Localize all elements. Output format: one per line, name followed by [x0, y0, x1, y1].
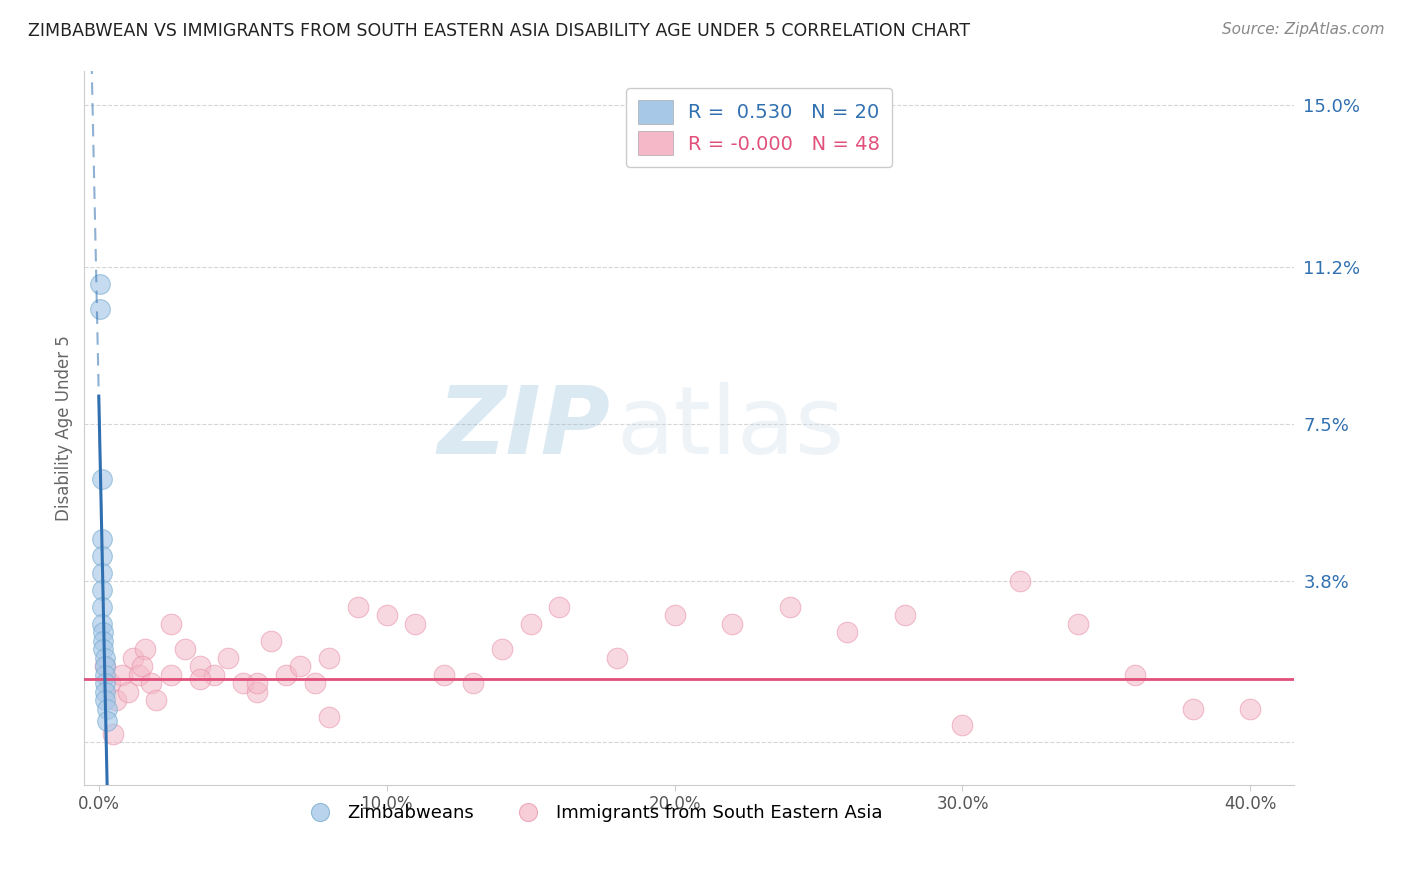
Point [128, 667, 150, 681]
Point [111, 667, 134, 681]
Point [202, 667, 225, 681]
Point [606, 650, 628, 665]
Point [1181, 701, 1204, 715]
Point [93, 676, 115, 690]
Point [318, 710, 340, 724]
Point [117, 684, 139, 698]
Point [93, 659, 115, 673]
Point [174, 642, 197, 657]
Point [159, 667, 181, 681]
Point [93, 684, 115, 698]
Point [548, 599, 571, 614]
Point [519, 616, 541, 631]
Point [404, 616, 426, 631]
Point [93, 693, 115, 707]
Point [246, 676, 269, 690]
Point [91, 625, 114, 640]
Point [90, 566, 112, 580]
Point [91, 642, 114, 657]
Point [290, 659, 312, 673]
Point [93, 659, 115, 673]
Point [461, 676, 484, 690]
Point [98, 676, 121, 690]
Point [145, 693, 167, 707]
Point [375, 608, 398, 623]
Point [159, 616, 181, 631]
Point [1239, 701, 1261, 715]
Point [318, 650, 340, 665]
Point [1008, 574, 1031, 588]
Point [1066, 616, 1088, 631]
Point [779, 599, 801, 614]
Point [217, 650, 239, 665]
Point [837, 625, 859, 640]
Point [90, 472, 112, 486]
Point [139, 676, 162, 690]
Point [90, 549, 112, 563]
Text: atlas: atlas [616, 382, 845, 475]
Point [433, 667, 456, 681]
Y-axis label: Disability Age Under 5: Disability Age Under 5 [55, 335, 73, 521]
Point [232, 676, 254, 690]
Point [274, 667, 297, 681]
Point [721, 616, 744, 631]
Point [105, 693, 128, 707]
Point [101, 727, 124, 741]
Point [93, 667, 115, 681]
Point [952, 718, 974, 732]
Point [246, 684, 269, 698]
Point [664, 608, 686, 623]
Point [134, 642, 156, 657]
Text: ZIP: ZIP [437, 382, 610, 475]
Point [491, 642, 513, 657]
Point [122, 650, 145, 665]
Point [347, 599, 370, 614]
Point [90, 599, 112, 614]
Point [89, 277, 111, 291]
Point [188, 672, 211, 686]
Point [131, 659, 153, 673]
Point [90, 582, 112, 597]
Legend: Zimbabweans, Immigrants from South Eastern Asia: Zimbabweans, Immigrants from South Easte… [295, 797, 889, 830]
Point [260, 633, 283, 648]
Point [894, 608, 917, 623]
Point [96, 714, 118, 729]
Point [90, 616, 112, 631]
Point [91, 633, 114, 648]
Text: ZIMBABWEAN VS IMMIGRANTS FROM SOUTH EASTERN ASIA DISABILITY AGE UNDER 5 CORRELAT: ZIMBABWEAN VS IMMIGRANTS FROM SOUTH EAST… [28, 22, 970, 40]
Point [304, 676, 326, 690]
Point [188, 659, 211, 673]
Point [90, 532, 112, 546]
Point [93, 650, 115, 665]
Point [1123, 667, 1146, 681]
Point [96, 701, 118, 715]
Point [89, 302, 111, 317]
Text: Source: ZipAtlas.com: Source: ZipAtlas.com [1222, 22, 1385, 37]
